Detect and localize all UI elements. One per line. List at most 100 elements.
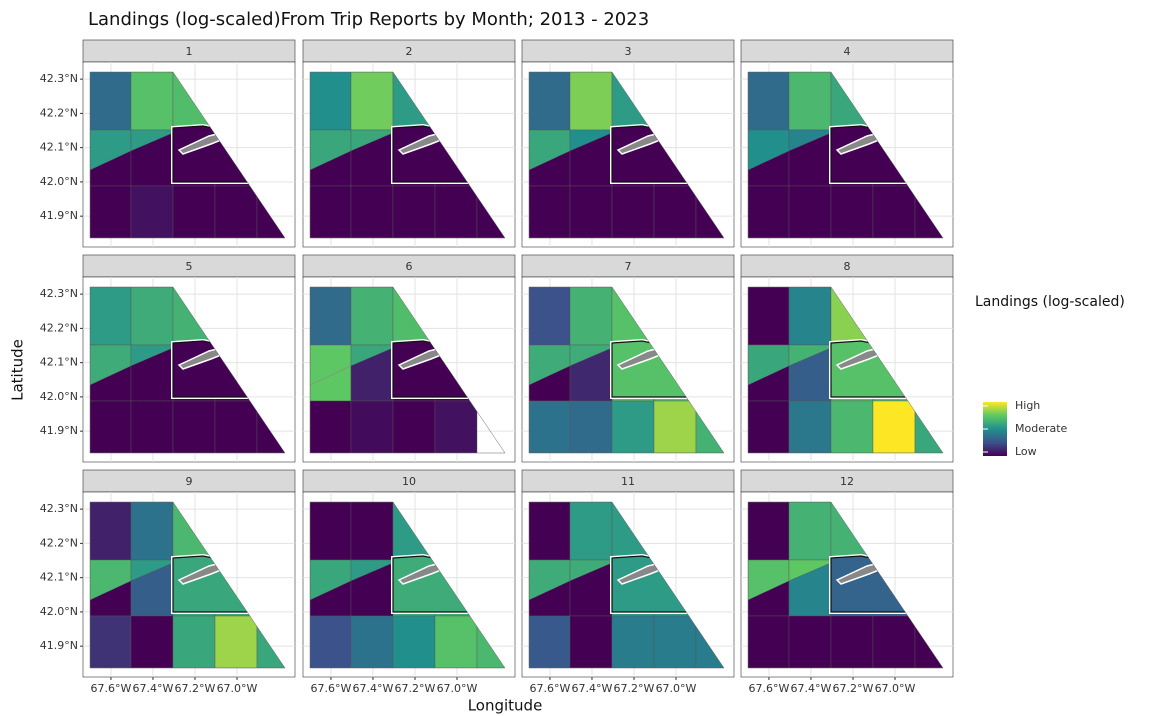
landings-cell (130, 72, 174, 131)
map-outline (528, 71, 725, 239)
panel: 42.3°N 42.2°N 42.1°N 42.0°N 41.9°N (40, 276, 296, 463)
panel (302, 61, 516, 248)
landings-cell (748, 365, 790, 402)
strip-label: 4 (844, 45, 851, 58)
legend-title: Landings (log-scaled) (975, 294, 1125, 310)
landings-cell (310, 615, 352, 668)
landings-cell (569, 562, 613, 617)
strip-label: 11 (621, 475, 635, 488)
x-tick-label: 67.6°W (311, 682, 352, 695)
landings-cell (310, 185, 352, 238)
legend-label: High (1015, 399, 1040, 412)
map-outline (747, 71, 944, 239)
map (90, 502, 285, 668)
landings-cell (529, 580, 571, 617)
map-outline (747, 286, 944, 454)
landings-cell (529, 287, 571, 346)
landings-cell (90, 365, 132, 402)
landings-cell (872, 400, 916, 453)
landings-cell (569, 502, 613, 561)
landings-cell (350, 132, 394, 187)
landings-cell (569, 287, 613, 346)
landings-cell (748, 287, 790, 346)
x-axis-label: Longitude (468, 697, 543, 715)
panel: 67.6°W 67.4°W 67.2°W 67.0°W (740, 491, 954, 695)
landings-cell (611, 400, 655, 453)
x-tick-label: 67.0°W (217, 682, 258, 695)
x-tick-label: 67.6°W (749, 682, 790, 695)
strip-label: 1 (186, 45, 193, 58)
landings-cell (130, 287, 174, 346)
landings-cell (90, 287, 132, 346)
landings-cell (434, 185, 478, 238)
landings-cell (172, 615, 216, 668)
y-axis-label: Latitude (9, 339, 27, 401)
landings-cell (90, 400, 132, 453)
landings-cell (569, 72, 613, 131)
strip-label: 2 (406, 45, 413, 58)
landings-cell (529, 150, 571, 187)
landings-cell (788, 132, 832, 187)
landings-cell (130, 615, 174, 668)
panel: 67.6°W 67.4°W 67.2°W 67.0°W (521, 491, 735, 695)
strip-label: 5 (186, 260, 193, 273)
landings-cell (434, 400, 478, 453)
landings-cell (529, 365, 571, 402)
map-outline (309, 71, 506, 239)
landings-cell (653, 185, 697, 238)
landings-cell (611, 185, 655, 238)
landings-cell (90, 150, 132, 187)
x-tick-label: 67.2°W (395, 682, 436, 695)
landings-cell (172, 400, 216, 453)
landings-cell (748, 502, 790, 561)
chart-title: Landings (log-scaled)From Trip Reports b… (88, 9, 649, 30)
y-tick-label: 42.3°N (40, 72, 78, 85)
panel (740, 276, 954, 463)
landings-cell (350, 287, 394, 346)
landings-cell (310, 400, 352, 453)
landings-cell (748, 72, 790, 131)
landings-cell (434, 615, 478, 668)
map-outline (89, 71, 286, 239)
landings-cell (214, 400, 258, 453)
strip-label: 6 (406, 260, 413, 273)
landings-cell (748, 615, 790, 668)
landings-cell (653, 400, 697, 453)
y-tick-label: 41.9°N (40, 424, 78, 437)
strip-label: 12 (840, 475, 854, 488)
landings-cell (310, 502, 352, 561)
landings-cell (748, 400, 790, 453)
landings-cell (350, 347, 394, 402)
strip-label: 9 (186, 475, 193, 488)
landings-cell (392, 615, 436, 668)
map-outline (309, 501, 506, 669)
x-tick-label: 67.0°W (437, 682, 478, 695)
landings-cell (130, 347, 174, 402)
x-tick-label: 67.2°W (614, 682, 655, 695)
y-tick-label: 42.1°N (40, 356, 78, 369)
landings-cell (392, 185, 436, 238)
landings-cell (788, 502, 832, 561)
landings-cell (529, 72, 571, 131)
y-tick-label: 41.9°N (40, 639, 78, 652)
strip-label: 10 (402, 475, 416, 488)
map (748, 502, 943, 668)
landings-cell (788, 347, 832, 402)
landings-cell (872, 615, 916, 668)
y-tick-label: 42.3°N (40, 502, 78, 515)
landings-cell (569, 400, 613, 453)
landings-cell (529, 502, 571, 561)
landings-cell (90, 502, 132, 561)
landings-cell (748, 150, 790, 187)
landings-cell (569, 347, 613, 402)
map-outline (309, 286, 506, 454)
landings-cell (350, 502, 394, 561)
map-outline (528, 286, 725, 454)
x-tick-label: 67.2°W (833, 682, 874, 695)
y-tick-label: 42.3°N (40, 287, 78, 300)
landings-cell (310, 580, 352, 617)
legend-label: Low (1015, 445, 1037, 458)
x-tick-label: 67.4°W (572, 682, 613, 695)
panel (521, 276, 735, 463)
